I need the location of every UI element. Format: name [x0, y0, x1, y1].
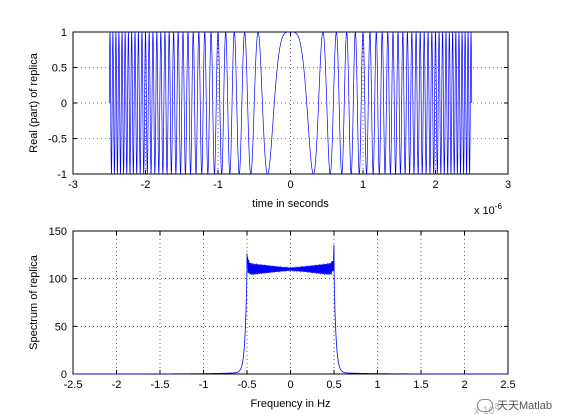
y-tick-label: 0: [61, 98, 67, 110]
x-tick-label: 2.5: [500, 379, 515, 391]
chart-replica-spectrum: -2.5 -2 -1.5 -1 -0.5 0 0.5 1 1.5 2 2.5 0 50 100 150 Fre…: [28, 226, 516, 417]
x-exponent-label: x 10-6: [474, 202, 502, 217]
x-tick-label: -2: [141, 179, 151, 191]
x-tick-label: -0.5: [238, 379, 257, 391]
watermark: 天天Matlab: [473, 396, 555, 414]
x-axis-label: Frequency in Hz: [250, 398, 330, 410]
series-line-real-part: [108, 30, 473, 176]
x-tick-label: 3: [505, 179, 511, 191]
x-tick-label: 2: [461, 379, 467, 391]
x-exponent-power: -6: [495, 202, 503, 211]
y-tick-label: 1: [61, 27, 67, 39]
wechat-icon: [476, 398, 493, 412]
x-tick-label: 1.5: [413, 379, 428, 391]
series-line-spectrum: [73, 244, 508, 375]
y-tick-label: 0.5: [52, 63, 67, 75]
x-tick-label: -2.5: [64, 379, 83, 391]
watermark-text: 天天Matlab: [496, 400, 552, 412]
x-tick-label: -3: [68, 179, 78, 191]
x-tick-label: 2: [432, 179, 438, 191]
plot-area: [72, 230, 509, 375]
y-axis-label: Spectrum of replica: [28, 254, 40, 350]
x-tick-label: 0: [287, 379, 293, 391]
y-tick-label: 150: [49, 226, 67, 238]
chart-replica-real-part: -3 -2 -1 0 1 2 3 -1 -0.5 0 0.5 1 time in seconds Real…: [28, 27, 511, 217]
y-axis-label: Real (part) of replica: [28, 52, 40, 153]
x-tick-label: 0: [287, 179, 293, 191]
x-exponent-base: x 10: [474, 205, 495, 217]
y-tick-label: 100: [49, 274, 67, 286]
x-tick-label: -1.5: [151, 379, 170, 391]
y-tick-label: -0.5: [48, 134, 67, 146]
x-tick-label: 1: [360, 179, 366, 191]
x-tick-label: -1: [213, 179, 223, 191]
y-tick-label: 0: [61, 369, 67, 381]
x-tick-label: -2: [112, 379, 122, 391]
x-tick-label: 1: [374, 379, 380, 391]
y-tick-label: -1: [57, 169, 67, 181]
y-tick-label: 50: [55, 321, 67, 333]
x-tick-label: 0.5: [326, 379, 341, 391]
x-tick-label: -1: [199, 379, 209, 391]
x-axis-label: time in seconds: [252, 198, 329, 210]
